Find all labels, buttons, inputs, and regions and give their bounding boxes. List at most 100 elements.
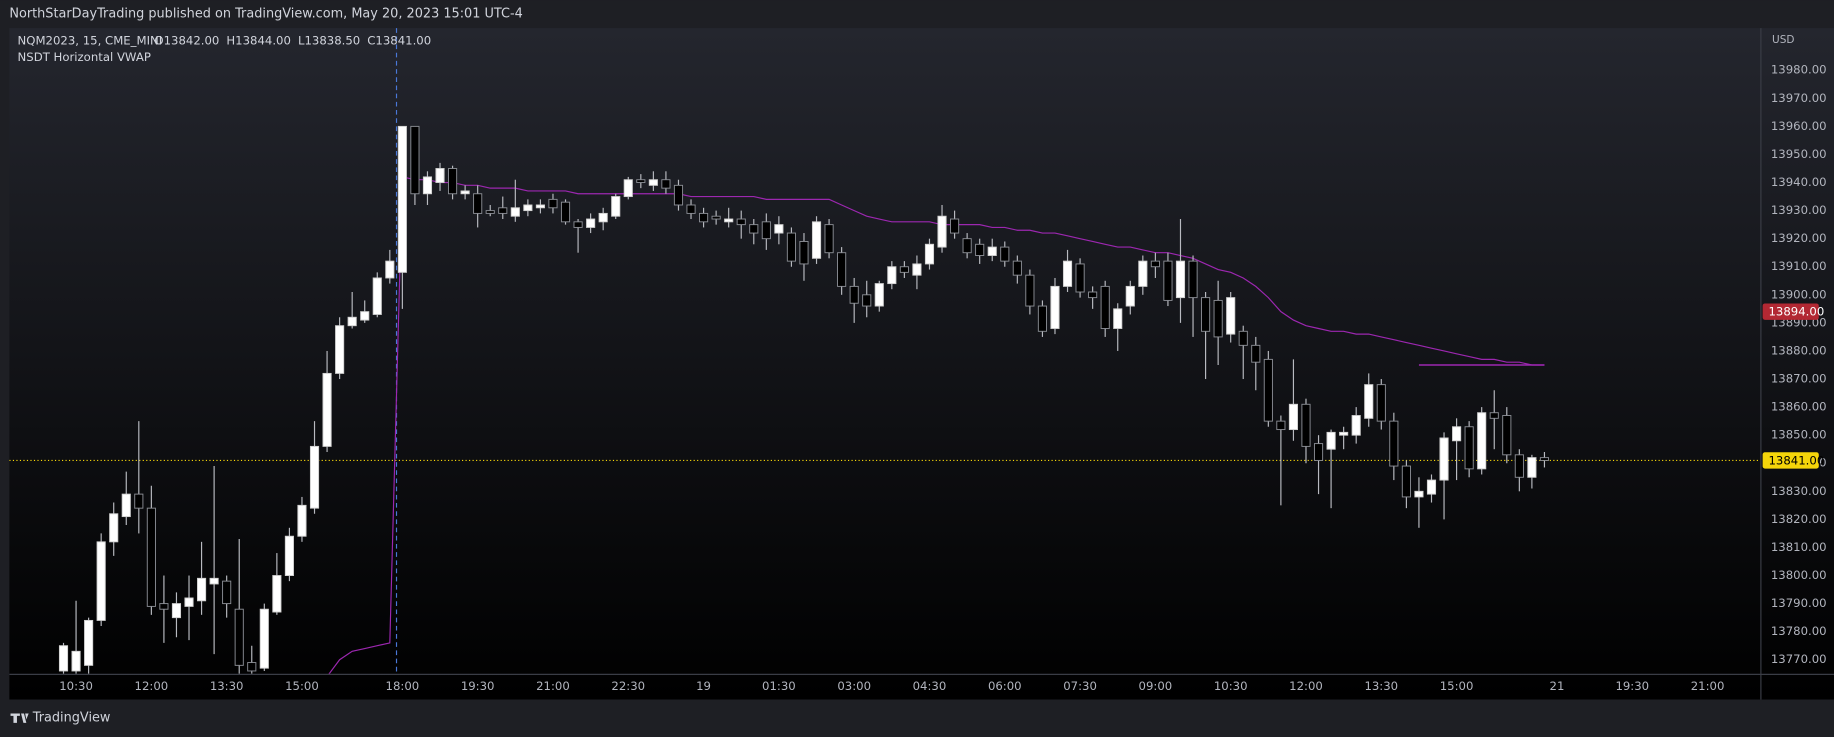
candle-body bbox=[284, 535, 294, 576]
candle-body bbox=[134, 493, 144, 509]
candle-body bbox=[96, 541, 106, 621]
candle-body bbox=[1426, 479, 1437, 495]
y-tick-label: 13970.00 bbox=[1771, 91, 1827, 105]
candle-body bbox=[1351, 415, 1361, 436]
candle-body bbox=[987, 246, 997, 256]
y-tick-label: 13900.00 bbox=[1771, 287, 1827, 301]
candle-body bbox=[1376, 384, 1386, 422]
price-label: 13894.00 bbox=[1769, 305, 1825, 319]
candle-body bbox=[510, 207, 520, 217]
candle-body bbox=[799, 241, 809, 265]
candle-body bbox=[1037, 305, 1047, 332]
candle-body bbox=[1414, 490, 1424, 498]
candle-body bbox=[912, 263, 922, 276]
candle-body bbox=[1138, 260, 1148, 287]
candle-body bbox=[84, 619, 94, 666]
x-tick-label: 01:30 bbox=[762, 679, 796, 693]
candle-body bbox=[1539, 457, 1550, 461]
y-tick-label: 13790.00 bbox=[1771, 596, 1827, 610]
candle-body bbox=[686, 204, 696, 214]
candle-body bbox=[448, 168, 458, 195]
candle-body bbox=[71, 650, 81, 672]
candle-body bbox=[410, 125, 420, 195]
ohlc-label: O13842.00 bbox=[154, 34, 219, 48]
candle-body bbox=[1326, 431, 1336, 450]
candle-body bbox=[1238, 330, 1248, 346]
x-tick-label: 19 bbox=[696, 679, 711, 693]
candle-body bbox=[498, 207, 508, 214]
candle-body bbox=[1514, 454, 1524, 478]
candle-body bbox=[234, 608, 244, 666]
y-tick-label: 13880.00 bbox=[1771, 343, 1827, 357]
indicator-label: NSDT Horizontal VWAP bbox=[18, 50, 151, 64]
candle-body bbox=[1401, 465, 1411, 498]
y-tick-label: 13980.00 bbox=[1771, 63, 1827, 77]
x-tick-label: 19:30 bbox=[1615, 679, 1649, 693]
y-tick-label: 13820.00 bbox=[1771, 512, 1827, 526]
symbol: NQM2023, 15, CME_MINI bbox=[18, 34, 163, 48]
candle-body bbox=[1075, 263, 1085, 293]
candle-body bbox=[749, 224, 759, 234]
candle-body bbox=[975, 243, 985, 256]
x-tick-label: 04:30 bbox=[913, 679, 947, 693]
candle-body bbox=[523, 204, 533, 212]
x-tick-label: 12:00 bbox=[135, 679, 169, 693]
candle-body bbox=[1226, 297, 1236, 335]
candle-body bbox=[924, 243, 935, 265]
candle-body bbox=[1502, 415, 1512, 456]
x-tick-label: 21:00 bbox=[536, 679, 570, 693]
candle-body bbox=[699, 212, 709, 223]
candle-body bbox=[297, 504, 307, 537]
candle-body bbox=[811, 221, 822, 259]
candle-body bbox=[1088, 291, 1098, 299]
x-tick-label: 09:00 bbox=[1139, 679, 1173, 693]
candle-body bbox=[1100, 285, 1110, 329]
candle-body bbox=[473, 193, 483, 214]
candle-body bbox=[623, 179, 633, 198]
candle-body bbox=[1050, 285, 1060, 329]
x-tick-label: 21 bbox=[1550, 679, 1565, 693]
candle-body bbox=[736, 218, 746, 226]
x-tick-label: 15:00 bbox=[1440, 679, 1474, 693]
candle-body bbox=[1213, 299, 1223, 338]
candle-body bbox=[322, 372, 332, 447]
candle-body bbox=[774, 224, 784, 234]
candle-body bbox=[950, 218, 960, 234]
y-tick-label: 13870.00 bbox=[1771, 372, 1827, 386]
candle-body bbox=[171, 603, 182, 619]
ohlc-label: C13841.00 bbox=[367, 34, 431, 48]
candle-body bbox=[259, 608, 269, 669]
currency: USD bbox=[1772, 34, 1794, 46]
candle-body bbox=[347, 316, 357, 327]
y-tick-label: 13950.00 bbox=[1771, 147, 1827, 161]
y-tick-label: 13960.00 bbox=[1771, 119, 1827, 133]
y-tick-label: 13810.00 bbox=[1771, 540, 1827, 554]
y-tick-label: 13860.00 bbox=[1771, 400, 1827, 414]
candle-body bbox=[1276, 420, 1286, 431]
candle-body bbox=[874, 283, 884, 307]
candle-body bbox=[460, 190, 470, 195]
candle-body bbox=[1062, 260, 1073, 287]
candle-body bbox=[837, 252, 847, 287]
candle-body bbox=[661, 179, 671, 189]
candle-body bbox=[824, 224, 834, 254]
candle-body bbox=[611, 196, 621, 217]
candle-body bbox=[1439, 437, 1449, 481]
candle-body bbox=[222, 580, 232, 605]
brand-logo bbox=[10, 713, 29, 723]
candle-body bbox=[724, 218, 734, 223]
candle-body bbox=[1477, 412, 1487, 470]
ohlc-label: L13838.50 bbox=[298, 34, 360, 48]
candle-body bbox=[146, 507, 156, 607]
publish-title: NorthStarDayTrading published on Trading… bbox=[9, 7, 522, 22]
candle-body bbox=[1313, 443, 1324, 461]
candle-body bbox=[109, 513, 119, 543]
candle-body bbox=[862, 294, 872, 307]
candle-body bbox=[598, 212, 608, 223]
candle-body bbox=[1163, 260, 1173, 301]
candle-body bbox=[58, 645, 69, 672]
candle-body bbox=[849, 285, 859, 304]
candle-body bbox=[1288, 403, 1298, 431]
candle-body bbox=[121, 493, 131, 518]
candle-body bbox=[1339, 431, 1349, 436]
